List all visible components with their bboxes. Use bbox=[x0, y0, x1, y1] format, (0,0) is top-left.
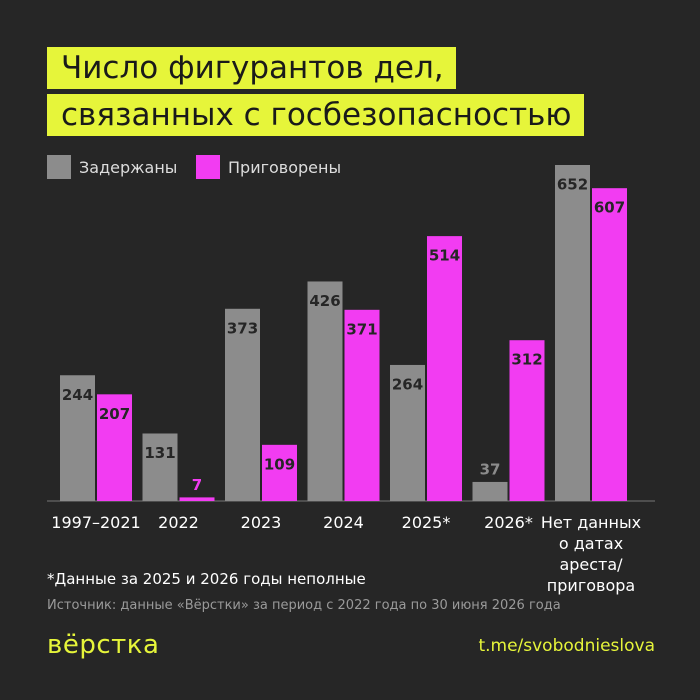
bar bbox=[97, 394, 132, 501]
bar bbox=[390, 364, 425, 501]
legend-item: Приговорены bbox=[196, 155, 341, 179]
bar bbox=[472, 481, 508, 501]
value-label: 7 bbox=[192, 476, 202, 494]
value-label: 312 bbox=[511, 351, 542, 369]
bar bbox=[307, 281, 343, 501]
value-label: 131 bbox=[144, 444, 175, 462]
value-label: 426 bbox=[309, 292, 340, 310]
x-tick-label: 2023 bbox=[240, 513, 282, 532]
value-label: 264 bbox=[392, 375, 423, 393]
value-label: 514 bbox=[429, 247, 460, 265]
value-label: 607 bbox=[594, 199, 625, 217]
bar bbox=[509, 340, 545, 501]
link: t.me/svobodnieslova bbox=[478, 636, 655, 656]
value-label: 373 bbox=[227, 319, 258, 337]
logo: вёрстка bbox=[47, 630, 160, 660]
x-tick-label: 2025* bbox=[401, 513, 451, 532]
x-tick-label: 2024 bbox=[323, 513, 364, 532]
legend-swatch bbox=[47, 155, 71, 179]
value-label: 207 bbox=[99, 405, 130, 423]
bar bbox=[225, 308, 260, 501]
footnote: *Данные за 2025 и 2026 годы неполные bbox=[47, 570, 366, 588]
bar bbox=[179, 497, 215, 501]
source: Источник: данные «Вёрстки» за период с 2… bbox=[47, 598, 561, 613]
legend-swatch bbox=[196, 155, 220, 179]
bar bbox=[427, 236, 462, 501]
legend-item: Задержаны bbox=[47, 155, 177, 179]
legend-label: Задержаны bbox=[79, 157, 178, 177]
value-label: 652 bbox=[557, 176, 588, 194]
chart-title: Число фигурантов дел, связанных с госбез… bbox=[47, 45, 667, 139]
value-label: 371 bbox=[346, 320, 377, 338]
x-tick-label: 2022 bbox=[158, 513, 199, 532]
bar bbox=[555, 165, 590, 501]
bar bbox=[60, 375, 95, 501]
bar bbox=[142, 433, 178, 501]
value-label: 37 bbox=[480, 460, 501, 478]
legend-label: Приговорены bbox=[228, 157, 342, 177]
x-tick-label: Нет данных о датах ареста/ приговора bbox=[540, 513, 642, 595]
value-label: 244 bbox=[62, 386, 93, 404]
bar bbox=[592, 188, 627, 501]
x-tick-label: 1997–2021 bbox=[51, 513, 141, 532]
value-label: 109 bbox=[264, 455, 295, 473]
x-tick-label: 2026* bbox=[484, 513, 533, 532]
bar bbox=[344, 309, 380, 501]
bar bbox=[262, 444, 297, 501]
